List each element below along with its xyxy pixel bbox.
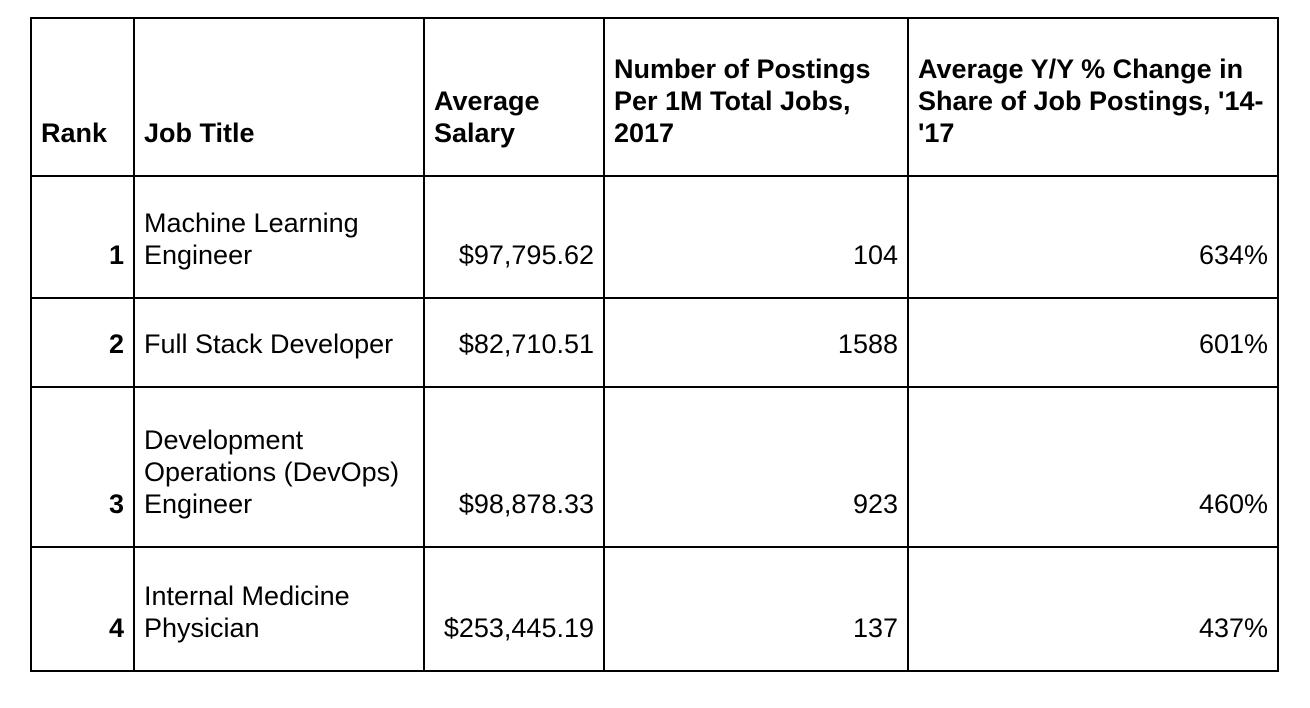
header-job-title: Job Title [133,17,425,177]
header-yy-change: Average Y/Y % Change in Share of Job Pos… [907,17,1279,177]
cell-yy-change: 437% [907,546,1279,672]
cell-average-salary: $82,710.51 [423,297,605,388]
cell-rank: 3 [30,386,135,548]
cell-job-title: Internal Medicine Physician [133,546,425,672]
cell-job-title: Development Operations (DevOps) Engineer [133,386,425,548]
jobs-ranking-table: Rank Job Title Average Salary Number of … [30,17,1279,672]
jobs-table-container: Rank Job Title Average Salary Number of … [30,17,1279,672]
cell-average-salary: $97,795.62 [423,175,605,299]
cell-yy-change: 460% [907,386,1279,548]
table-row: 4 Internal Medicine Physician $253,445.1… [30,546,1279,672]
cell-postings-per-1m: 1588 [603,297,909,388]
table-row: 2 Full Stack Developer $82,710.51 1588 6… [30,297,1279,388]
header-rank: Rank [30,17,135,177]
cell-rank: 2 [30,297,135,388]
cell-job-title: Machine Learning Engineer [133,175,425,299]
table-row: 3 Development Operations (DevOps) Engine… [30,386,1279,548]
cell-rank: 1 [30,175,135,299]
cell-rank: 4 [30,546,135,672]
cell-job-title: Full Stack Developer [133,297,425,388]
cell-average-salary: $253,445.19 [423,546,605,672]
cell-postings-per-1m: 104 [603,175,909,299]
cell-postings-per-1m: 923 [603,386,909,548]
cell-yy-change: 634% [907,175,1279,299]
header-average-salary: Average Salary [423,17,605,177]
header-postings-per-1m: Number of Postings Per 1M Total Jobs, 20… [603,17,909,177]
table-row: 1 Machine Learning Engineer $97,795.62 1… [30,175,1279,299]
cell-postings-per-1m: 137 [603,546,909,672]
cell-average-salary: $98,878.33 [423,386,605,548]
table-header-row: Rank Job Title Average Salary Number of … [30,17,1279,177]
cell-yy-change: 601% [907,297,1279,388]
